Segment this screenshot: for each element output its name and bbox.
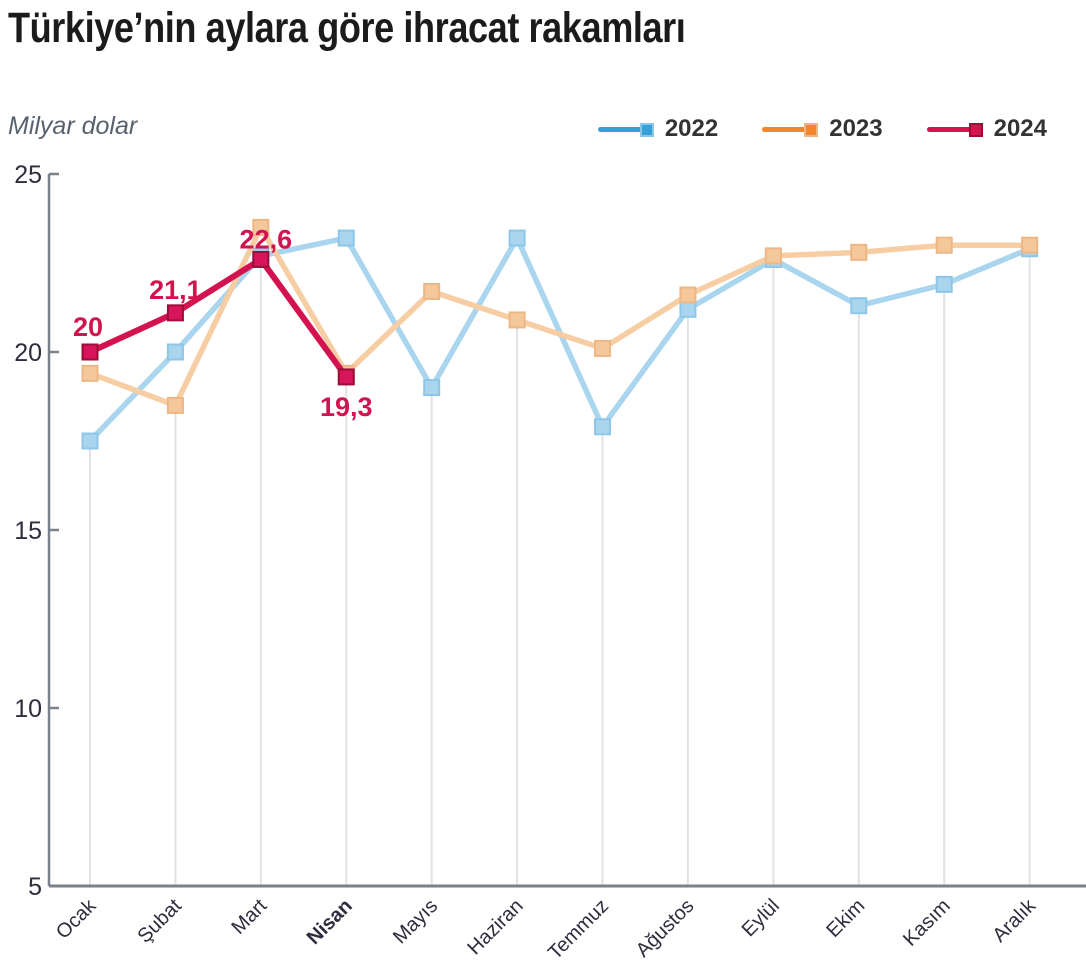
legend-line-icon [762,127,813,132]
legend-swatch-2023 [762,122,819,137]
legend-square-icon [804,123,819,137]
series-marker-2022 [166,343,184,361]
series-marker-2023 [508,311,526,329]
point-label-2024: 22,6 [240,224,293,254]
legend-square-icon [639,123,654,137]
y-tick-label: 15 [14,517,42,545]
y-tick-label: 25 [14,161,42,189]
series-marker-2023 [594,339,612,357]
x-tick-label: Temmuz [544,895,613,964]
x-tick-label: Kasım [899,895,955,951]
legend-label: 2024 [993,115,1047,142]
legend: 2022 2023 2024 [597,115,1047,142]
series-marker-2024 [81,343,99,361]
series-marker-2022 [935,275,953,293]
series-marker-2022 [81,432,99,450]
series-marker-2024 [166,304,184,322]
y-tick-label: 20 [14,339,42,367]
series-marker-2024 [252,250,270,268]
series-marker-2023 [252,218,270,236]
legend-square-icon [968,123,983,137]
x-tick-label: Ağustos [632,895,699,962]
series-marker-2023 [679,286,697,304]
point-label-2024: 19,3 [320,392,373,422]
legend-line-icon [597,127,648,132]
x-tick-label: Ocak [52,894,101,943]
series-marker-2023 [850,243,868,261]
series-marker-2023 [764,247,782,265]
series-marker-2023 [935,236,953,254]
x-tick-label: Mart [228,895,272,939]
legend-item-2024: 2024 [926,115,1047,142]
x-tick-label: Haziran [463,895,527,959]
series-marker-2023 [1021,236,1039,254]
x-tick-label: Şubat [133,895,186,948]
series-marker-2022 [508,229,526,247]
series-marker-2023 [423,282,441,300]
point-label-2024: 21,1 [149,275,202,305]
series-line-2024 [87,256,350,380]
series-marker-2023 [166,396,184,414]
y-tick-label: 10 [14,695,42,723]
legend-swatch-2024 [926,122,983,137]
series-marker-2022 [850,297,868,315]
y-axis-unit-label: Milyar dolar [8,112,138,140]
legend-item-2023: 2023 [762,115,883,142]
series-marker-2024 [337,368,355,386]
y-tick-label: 5 [28,873,42,901]
x-tick-label: Mayıs [389,895,442,948]
legend-swatch-2022 [597,122,654,137]
series-marker-2022 [594,418,612,436]
legend-line-icon [926,127,977,132]
x-tick-label: Ekim [822,895,869,942]
x-tick-label: Eylül [738,895,784,941]
series-marker-2022 [337,229,355,247]
series-line-2022 [87,235,1033,444]
legend-label: 2022 [664,115,719,142]
x-tick-label: Aralık [988,894,1040,946]
point-label-2024: 20 [73,312,103,342]
series-marker-2023 [81,364,99,382]
x-tick-label: Nisan [303,895,357,949]
legend-label: 2023 [829,115,883,142]
series-line-2023 [87,224,1033,409]
legend-item-2022: 2022 [597,115,719,142]
page-title: Türkiye’nin aylara göre ihracat rakamlar… [8,4,686,52]
series-marker-2022 [679,300,697,318]
series-marker-2022 [423,379,441,397]
